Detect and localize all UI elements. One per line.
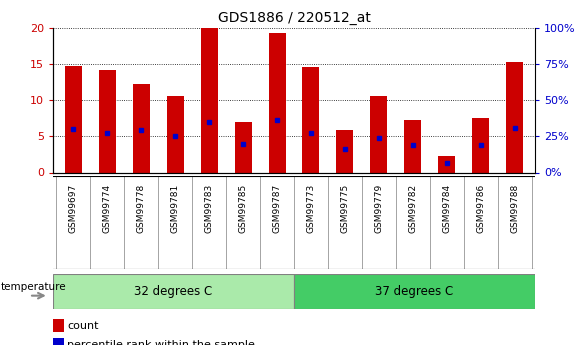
Bar bbox=[294, 274, 535, 309]
Bar bbox=[302, 68, 319, 172]
Bar bbox=[53, 338, 64, 345]
Bar bbox=[201, 28, 218, 172]
Title: GDS1886 / 220512_at: GDS1886 / 220512_at bbox=[218, 11, 370, 25]
Text: GSM99784: GSM99784 bbox=[442, 184, 452, 233]
Bar bbox=[370, 96, 387, 172]
Text: temperature: temperature bbox=[1, 283, 66, 292]
Bar bbox=[166, 96, 183, 172]
Bar bbox=[65, 66, 82, 172]
Bar bbox=[235, 122, 252, 172]
Text: GSM99785: GSM99785 bbox=[239, 184, 248, 233]
Text: GSM99775: GSM99775 bbox=[340, 184, 349, 233]
Bar bbox=[506, 62, 523, 172]
Bar bbox=[472, 118, 489, 172]
Text: 32 degrees C: 32 degrees C bbox=[134, 285, 213, 298]
Text: percentile rank within the sample: percentile rank within the sample bbox=[68, 340, 255, 345]
Text: GSM99774: GSM99774 bbox=[103, 184, 112, 233]
Text: GSM99697: GSM99697 bbox=[69, 184, 78, 233]
Text: count: count bbox=[68, 321, 99, 331]
Bar bbox=[133, 84, 150, 172]
Text: GSM99788: GSM99788 bbox=[510, 184, 519, 233]
Text: GSM99787: GSM99787 bbox=[272, 184, 282, 233]
Text: GSM99778: GSM99778 bbox=[136, 184, 146, 233]
Text: GSM99783: GSM99783 bbox=[205, 184, 213, 233]
Bar bbox=[438, 156, 455, 172]
Text: GSM99779: GSM99779 bbox=[375, 184, 383, 233]
Bar bbox=[336, 130, 353, 172]
Text: GSM99782: GSM99782 bbox=[408, 184, 417, 233]
Bar bbox=[53, 274, 294, 309]
Text: GSM99781: GSM99781 bbox=[171, 184, 180, 233]
Text: 37 degrees C: 37 degrees C bbox=[375, 285, 454, 298]
Text: GSM99773: GSM99773 bbox=[306, 184, 316, 233]
Bar bbox=[99, 70, 116, 172]
Text: GSM99786: GSM99786 bbox=[476, 184, 485, 233]
Bar bbox=[405, 120, 422, 172]
Bar bbox=[53, 319, 64, 333]
Bar bbox=[269, 33, 286, 172]
